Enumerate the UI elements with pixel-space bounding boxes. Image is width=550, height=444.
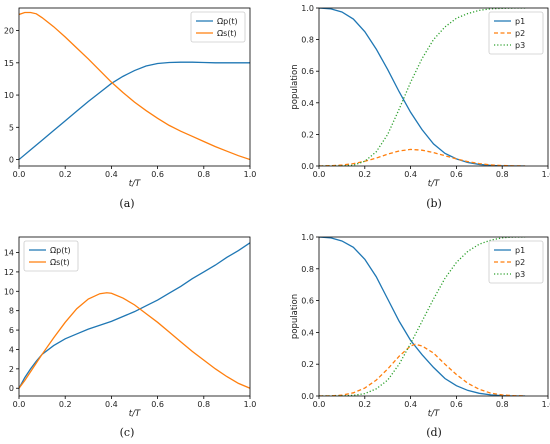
panel-c: 0.0 0.2 0.4 0.6 0.8 1.002468101214t/TΩ̃p(t)Ω̃… <box>4 236 257 439</box>
legend-entry: Ω̃s(t) <box>217 29 237 38</box>
x-tick-label: 1.0 <box>542 400 550 409</box>
x-tick-label: 0.0 <box>313 400 326 409</box>
y-tick-label: 6 <box>9 326 14 335</box>
panel-d: 0.0 0.2 0.4 0.6 0.8 1.0 0.0 0.2 0.4 0.6 0.8 1.0 t/T p… <box>290 233 550 439</box>
series-line-d-3 <box>319 237 526 396</box>
y-tick-label: 8 <box>9 307 14 316</box>
legend-entry: p2 <box>515 258 525 267</box>
x-axis-label: t/T <box>129 409 141 419</box>
panel-b: 0.0 0.2 0.4 0.6 0.8 1.0 0.0 0.2 0.4 0.6 0.8 1.0 t/T p… <box>290 4 550 210</box>
x-tick-label: 0.0 <box>313 170 326 179</box>
y-tick-label: 0.8 <box>301 265 314 274</box>
x-axis-label: t/T <box>428 409 440 419</box>
panel-label: (d) <box>426 426 442 439</box>
x-tick-label: 0.6 <box>151 170 164 179</box>
y-tick-label: 0.8 <box>301 36 314 45</box>
legend-entry: p3 <box>515 270 525 279</box>
x-tick-label: 0.2 <box>59 170 72 179</box>
y-tick-label: 20 <box>4 27 14 36</box>
legend-entry: p1 <box>515 17 525 26</box>
y-tick-label: 4 <box>9 345 14 354</box>
legend: p1 p2 p3 <box>488 240 544 284</box>
legend-box <box>190 11 246 43</box>
legend-box <box>488 11 544 55</box>
x-tick-label: 0.6 <box>450 170 463 179</box>
axes-frame <box>18 236 251 397</box>
x-tick-label: 0.8 <box>197 170 210 179</box>
x-tick-label: 1.0 <box>244 400 257 409</box>
x-tick-label: 0.4 <box>105 400 118 409</box>
legend-entry: p3 <box>515 41 525 50</box>
x-tick-label: 0.2 <box>358 400 371 409</box>
panel-a: 0.0 0.2 0.4 0.6 0.8 1.0 0 5 10 15 20 t/T Ω̃p(t) Ω̃s(t… <box>4 7 257 210</box>
y-tick-label: 0.2 <box>301 360 314 369</box>
x-tick-label: 0.4 <box>404 170 417 179</box>
x-tick-label: 0.2 <box>358 170 371 179</box>
y-tick-label: 1.0 <box>301 4 314 13</box>
series-line-a-1 <box>19 61 250 161</box>
y-tick-label: 0 <box>9 384 14 393</box>
series-line-b-2 <box>319 148 526 166</box>
legend-entry: Ω̃p(t) <box>217 17 238 26</box>
panel-label: (b) <box>426 197 442 210</box>
y-tick-label: 0.0 <box>301 162 314 171</box>
series-line-a-2 <box>19 11 250 161</box>
y-tick-label: 0.2 <box>301 130 314 139</box>
legend-box <box>23 240 79 272</box>
legend: p1 p2 p3 <box>488 11 544 55</box>
y-tick-label: 12 <box>4 268 14 277</box>
series-line-d-1 <box>319 237 526 396</box>
legend: Ω̃p(t) Ω̃s(t) <box>190 11 246 43</box>
x-tick-label: 0.8 <box>496 400 509 409</box>
legend: Ω̃p(t) Ω̃s(t) <box>23 240 79 272</box>
legend-entry: Ω̃s(t) <box>50 258 70 267</box>
legend-entry: p1 <box>515 246 525 255</box>
y-tick-label: 0.4 <box>301 99 314 108</box>
series-line-c-2 <box>19 292 250 389</box>
x-tick-label: 0.8 <box>496 170 509 179</box>
legend-box <box>488 240 544 284</box>
y-tick-label: 0.6 <box>301 297 314 306</box>
axes-frame <box>18 7 251 167</box>
y-tick-label: 14 <box>4 249 14 258</box>
x-tick-label: 1.0 <box>542 170 550 179</box>
legend-entry: Ω̃p(t) <box>50 246 71 255</box>
x-tick-label: 1.0 <box>244 170 257 179</box>
y-tick-label: 2 <box>9 365 14 374</box>
y-tick-label: 10 <box>4 91 14 100</box>
x-tick-label: 0.2 <box>59 400 72 409</box>
x-tick-label: 0.0 <box>13 400 26 409</box>
x-tick-label: 0.4 <box>105 170 118 179</box>
y-tick-label: 10 <box>4 287 14 296</box>
y-axis-label: population <box>290 64 300 109</box>
panel-label: (a) <box>119 197 134 210</box>
y-tick-label: 0.0 <box>301 392 314 401</box>
panel-label: (c) <box>120 426 135 439</box>
x-tick-label: 0.8 <box>197 400 210 409</box>
y-tick-label: 1.0 <box>301 233 314 242</box>
x-axis-label: t/T <box>428 179 440 189</box>
y-tick-label: 0.6 <box>301 67 314 76</box>
series-line-b-1 <box>319 8 526 166</box>
y-axis-label: population <box>290 294 300 339</box>
axes-frame <box>318 236 549 397</box>
y-tick-label: 0 <box>9 156 14 165</box>
x-tick-label: 0.0 <box>13 170 26 179</box>
legend-entry: p2 <box>515 29 525 38</box>
y-tick-label: 5 <box>9 123 14 132</box>
y-tick-label: 15 <box>4 59 14 68</box>
x-axis-label: t/T <box>129 179 141 189</box>
axes-frame <box>318 7 549 167</box>
x-tick-label: 0.6 <box>151 400 164 409</box>
x-tick-label: 0.6 <box>450 400 463 409</box>
y-tick-label: 0.4 <box>301 328 314 337</box>
series-line-d-2 <box>319 343 526 396</box>
x-tick-label: 0.4 <box>404 400 417 409</box>
